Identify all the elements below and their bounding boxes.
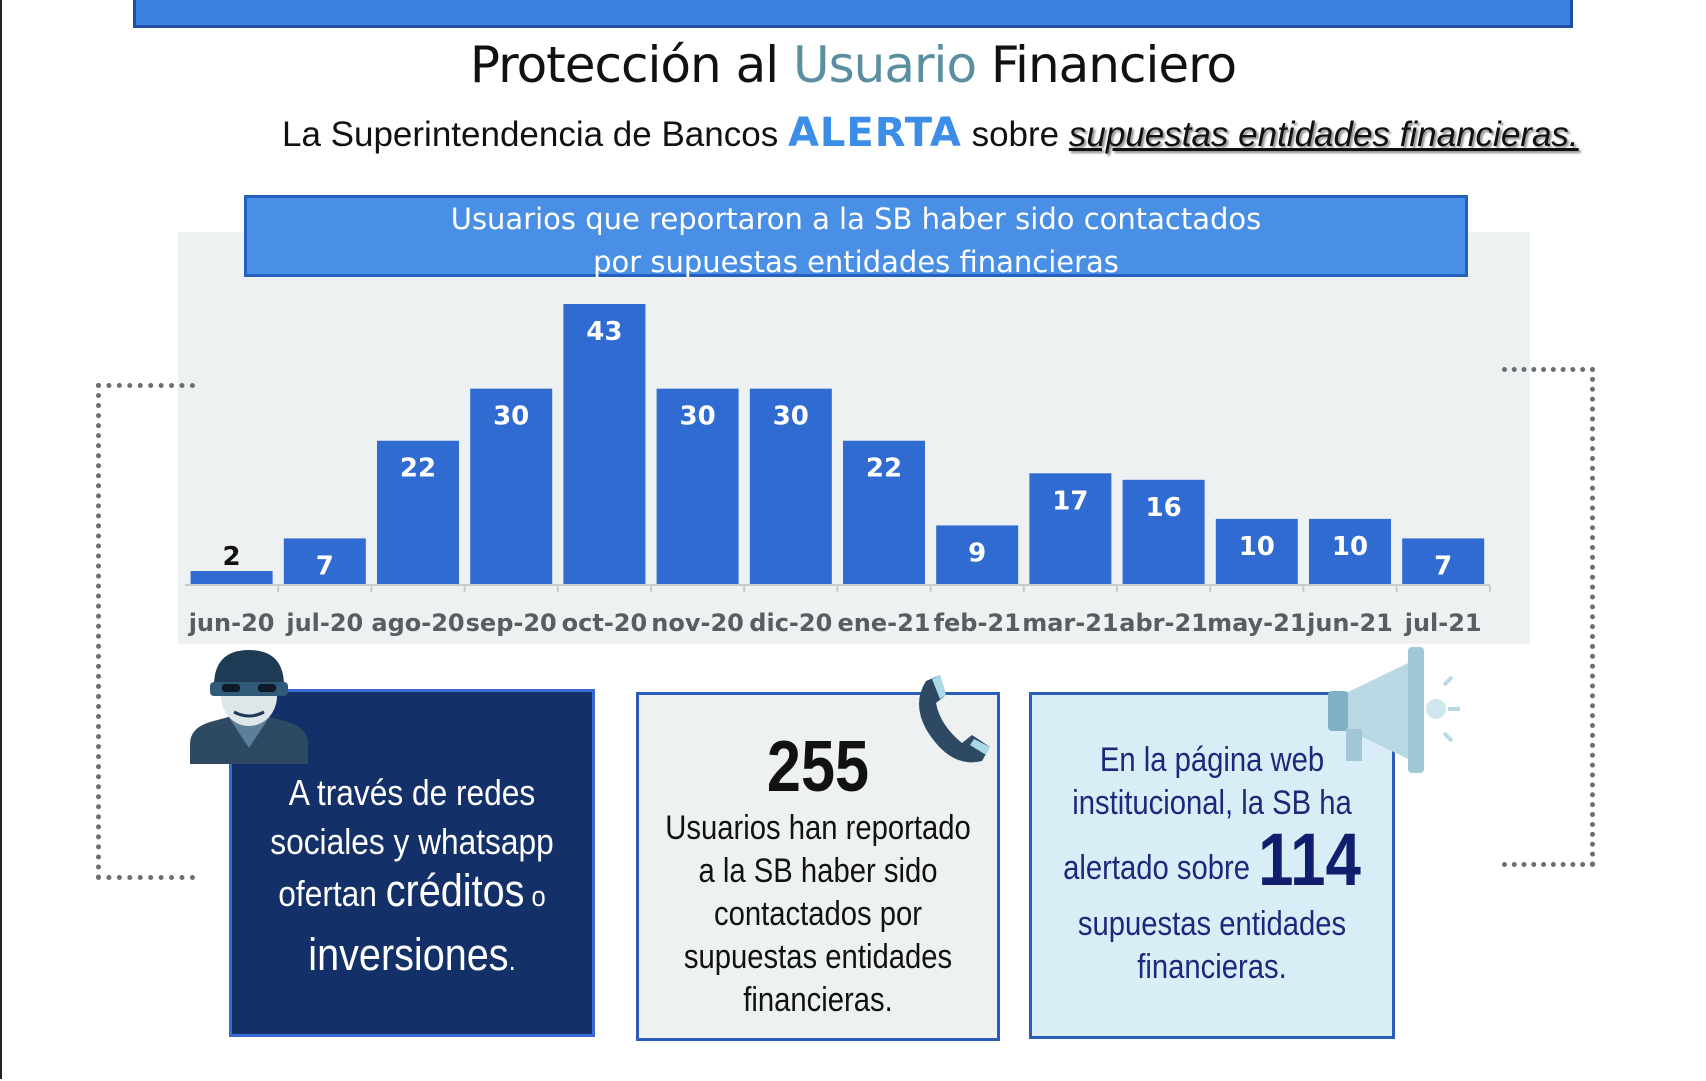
bar-jul-21: [1402, 538, 1485, 584]
data-label-jun-21: 10: [1332, 532, 1368, 562]
subtitle-italic: supuestas entidades financieras.: [1068, 115, 1579, 154]
tick-label-ago-20: ago-20: [371, 609, 464, 637]
data-label-jul-20: 7: [316, 551, 334, 581]
title-part2: Financiero: [976, 36, 1237, 94]
bar-chart: 2 jun-20 7 jul-20 22 ago-20 30 sep-20 43 oct-20 30…: [185, 304, 1491, 637]
bar-dic-20: [749, 388, 832, 584]
data-label-oct-20: 43: [586, 317, 622, 347]
data-label-mar-21: 17: [1052, 486, 1088, 516]
box-mid-line3: contactados por: [713, 895, 923, 933]
tick-label-mar-21: mar-21: [1022, 609, 1118, 637]
subtitle-alert: ALERTA: [787, 110, 962, 156]
box-mid-line1: Usuarios han reportado: [665, 809, 971, 847]
data-label-dic-20: 30: [773, 402, 809, 432]
chart-header-line1: Usuarios que reportaron a la SB haber si…: [450, 202, 1262, 236]
data-label-sep-20: 30: [493, 402, 529, 432]
bar-mar-21: [1029, 473, 1112, 584]
data-label-ago-20: 22: [400, 454, 436, 484]
tick-label-nov-20: nov-20: [651, 609, 744, 637]
tick-label-abr-21: abr-21: [1119, 609, 1208, 637]
box-mid-line4: supuestas entidades: [683, 938, 953, 976]
box-right-number: 114: [1258, 818, 1361, 901]
bar-may-21: [1215, 518, 1298, 584]
box-left-line3: ofertan créditos o: [254, 866, 571, 922]
tick-label-jun-20: jun-20: [188, 609, 275, 637]
tick-label-may-21: may-21: [1207, 609, 1306, 637]
box-right-line4: supuestas entidades: [1077, 905, 1347, 943]
tick-label-dic-20: dic-20: [749, 609, 832, 637]
page-subtitle: La Superintendencia de Bancos ALERTA sob…: [282, 110, 1579, 156]
box-left-inversiones: inversiones: [308, 929, 509, 980]
chart-header-line2: por supuestas entidades financieras: [593, 245, 1119, 279]
box-left-line3a: ofertan: [278, 873, 386, 914]
tick-label-jul-20: jul-20: [285, 609, 363, 637]
data-label-feb-21: 9: [968, 538, 986, 568]
phone-icon: [919, 675, 990, 763]
subtitle-part1: La Superintendencia de Bancos: [282, 115, 788, 154]
subtitle-part2: sobre: [961, 115, 1069, 154]
title-part1: Protección al: [469, 36, 794, 94]
box-left-line1: A través de redes: [288, 772, 536, 813]
tick-label-ene-21: ene-21: [838, 609, 931, 637]
dotted-connector-left: [96, 383, 195, 880]
bar-sep-20: [470, 388, 553, 584]
bar-oct-20: [563, 304, 646, 584]
box-right-line2: institucional, la SB ha: [1072, 784, 1352, 822]
tick-label-jul-21: jul-21: [1404, 609, 1482, 637]
data-label-jul-21: 7: [1434, 551, 1452, 581]
tick-label-feb-21: feb-21: [934, 609, 1021, 637]
bar-jun-20: [190, 570, 273, 584]
bar-jul-20: [283, 538, 366, 584]
dotted-connector-right: [1502, 367, 1595, 867]
box-right-line5: financieras.: [1137, 948, 1287, 986]
box-right-line3a: alertado sobre: [1063, 849, 1259, 887]
data-label-jun-20: 2: [223, 542, 241, 572]
bar-abr-21: [1122, 479, 1205, 584]
thief-icon: [190, 650, 308, 764]
top-banner: [133, 0, 1573, 28]
title-accent: Usuario: [793, 36, 977, 94]
data-label-may-21: 10: [1239, 532, 1275, 562]
box-left-creditos: créditos: [385, 865, 525, 916]
box-mid-number: 255: [766, 727, 870, 807]
box-left-line4b: .: [508, 945, 516, 977]
box-right-line1: En la página web: [1099, 741, 1325, 779]
box-right-line3: alertado sobre 114: [1057, 823, 1367, 903]
box-mid-line5: financieras.: [743, 981, 893, 1019]
bar-ago-20: [377, 440, 459, 584]
data-label-ene-21: 22: [866, 454, 902, 484]
chart-header: Usuarios que reportaron a la SB haber si…: [244, 195, 1468, 279]
data-label-abr-21: 16: [1146, 493, 1182, 523]
page-title: Protección al Usuario Financiero: [0, 36, 1706, 94]
data-label-nov-20: 30: [680, 402, 716, 432]
box-left-line3c: o: [524, 881, 546, 913]
box-left-line2: sociales y whatsapp: [270, 821, 554, 862]
tick-label-sep-20: sep-20: [466, 609, 557, 637]
tick-label-jun-21: jun-21: [1306, 609, 1393, 637]
box-left-line4: inversiones.: [254, 930, 571, 986]
bar-nov-20: [656, 388, 739, 584]
bar-ene-21: [843, 440, 925, 584]
bar-jun-21: [1309, 518, 1391, 584]
info-box-middle: 255 Usuarios han reportado a la SB haber…: [636, 692, 1000, 1041]
box-mid-line2: a la SB haber sido: [698, 852, 938, 890]
megaphone-icon: [1328, 647, 1460, 773]
info-box-right: En la página web institucional, la SB ha…: [1029, 692, 1395, 1039]
tick-label-oct-20: oct-20: [562, 609, 648, 637]
bar-feb-21: [936, 525, 1019, 584]
